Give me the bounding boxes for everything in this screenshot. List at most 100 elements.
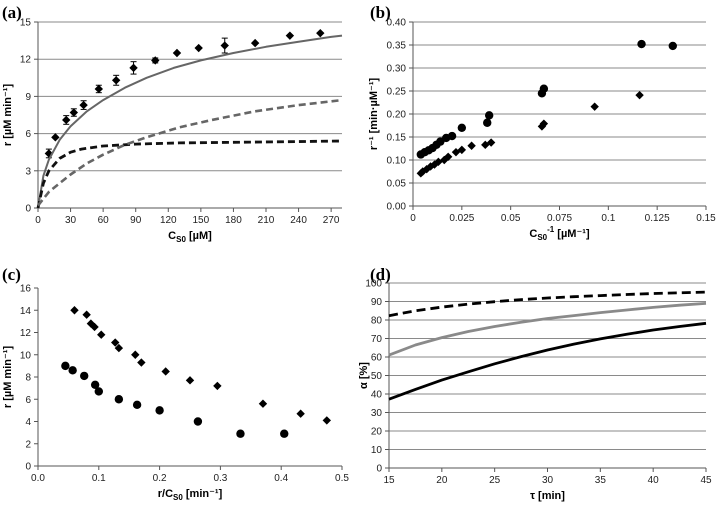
x-tick-label: 90 <box>130 215 142 226</box>
data-point-diamond <box>486 138 496 147</box>
data-point-diamond <box>131 350 140 359</box>
data-point-diamond <box>69 108 79 117</box>
data-point-diamond <box>151 56 160 65</box>
series-line <box>388 321 707 401</box>
x-axis-title: r/CS0 [min⁻¹] <box>158 488 223 502</box>
x-tick-label: 35 <box>595 475 607 486</box>
data-point-circle <box>483 118 492 127</box>
data-point-diamond <box>285 31 295 40</box>
data-point-diamond <box>94 84 103 94</box>
y-tick-label: 15 <box>20 18 32 29</box>
data-point-circle <box>447 131 457 141</box>
data-point-diamond <box>539 119 549 128</box>
series-line <box>37 34 343 209</box>
x-tick-label: 30 <box>542 475 554 486</box>
y-axis-title: α [%] <box>358 362 370 389</box>
x-tick-label: 180 <box>225 215 242 226</box>
x-tick-label: 0.125 <box>645 213 670 224</box>
series-line <box>388 290 707 318</box>
data-point-diamond <box>114 343 124 353</box>
y-tick-label: 60 <box>371 353 383 364</box>
x-tick-label: 0.2 <box>153 473 167 484</box>
x-tick-label: 0.0 <box>31 473 45 484</box>
y-axis-title: r [µM min⁻¹] <box>2 84 14 147</box>
data-point-diamond <box>111 338 120 347</box>
data-point-diamond <box>213 381 222 391</box>
data-point-diamond <box>635 90 644 100</box>
y-tick-label: 50 <box>371 371 383 382</box>
y-tick-label: 0.30 <box>387 64 407 75</box>
data-point-diamond <box>194 43 203 53</box>
y-tick-label: 6 <box>25 395 31 406</box>
y-tick-label: 10 <box>20 350 32 361</box>
y-tick-label: 6 <box>25 129 31 140</box>
panel-label: (b) <box>370 3 391 22</box>
x-tick-label: 40 <box>648 475 660 486</box>
x-tick-label: 240 <box>290 215 307 226</box>
data-point-diamond <box>79 100 88 110</box>
y-tick-label: 30 <box>371 408 383 419</box>
data-point-circle <box>668 41 677 51</box>
x-tick-label: 0.075 <box>547 213 572 224</box>
y-tick-label: 9 <box>25 92 31 103</box>
data-point-diamond <box>62 115 71 125</box>
y-tick-label: 4 <box>25 417 31 428</box>
data-point-diamond <box>316 28 325 38</box>
data-point-diamond <box>537 122 547 131</box>
data-point-diamond <box>137 358 146 367</box>
x-tick-label: 210 <box>258 215 275 226</box>
y-axis-title: r⁻¹ [min·µM⁻¹] <box>368 78 380 151</box>
y-tick-label: 0.25 <box>387 87 407 98</box>
data-point-diamond <box>443 152 453 161</box>
x-tick-label: 0.1 <box>92 473 106 484</box>
data-point-circle <box>114 395 124 404</box>
data-point-diamond <box>172 48 182 58</box>
data-point-diamond <box>70 306 79 315</box>
data-point-circle <box>280 429 289 438</box>
data-point-diamond <box>250 38 260 48</box>
y-tick-label: 8 <box>25 373 31 384</box>
series-line <box>36 139 343 209</box>
data-point-diamond <box>440 155 449 165</box>
data-point-diamond <box>220 41 229 50</box>
data-point-diamond <box>161 367 170 376</box>
y-axis-title: r [µM min⁻¹] <box>2 346 14 409</box>
y-tick-label: 16 <box>20 284 32 295</box>
x-tick-label: 0.1 <box>601 213 615 224</box>
data-point-circle <box>132 400 142 410</box>
x-tick-label: 30 <box>65 215 77 226</box>
panel-b: (b) 0 0.025 0.05 0.075 0.1 0.125 0.15 0.00 0.05 0.… <box>368 3 716 242</box>
panel-a: (a) 0 30 60 90 120 150 180 210 240 270 0 3 6 9 12 15 CS0 … <box>2 3 343 244</box>
data-point-circle <box>457 123 467 132</box>
y-tick-label: 20 <box>371 427 383 438</box>
data-point-circle <box>236 429 245 438</box>
x-tick-label: 60 <box>98 215 110 226</box>
y-tick-label: 0.40 <box>387 18 407 29</box>
panel-label: (a) <box>2 3 22 22</box>
y-tick-label: 10 <box>371 445 383 456</box>
y-tick-label: 40 <box>371 390 383 401</box>
data-point-diamond <box>44 149 54 158</box>
y-tick-label: 0.20 <box>387 110 407 121</box>
x-tick-label: 0.05 <box>501 213 521 224</box>
y-tick-label: 80 <box>371 316 383 327</box>
x-tick-label: 15 <box>383 475 395 486</box>
data-point-diamond <box>426 162 435 171</box>
data-point-diamond <box>258 399 268 408</box>
y-tick-label: 0 <box>25 462 31 473</box>
data-point-diamond <box>185 376 195 385</box>
x-tick-label: 0.4 <box>274 473 288 484</box>
y-tick-label: 12 <box>20 55 32 66</box>
data-point-diamond <box>51 133 60 142</box>
data-point-circle <box>484 111 494 120</box>
y-tick-label: 0.35 <box>387 41 407 52</box>
x-tick-label: 0 <box>410 213 416 224</box>
data-point-circle <box>80 371 89 381</box>
y-tick-label: 70 <box>371 334 383 345</box>
data-point-diamond <box>418 167 427 176</box>
data-point-circle <box>539 84 549 93</box>
y-tick-label: 0.05 <box>387 179 407 190</box>
y-tick-label: 0.00 <box>387 202 407 213</box>
data-point-circle <box>94 387 104 396</box>
